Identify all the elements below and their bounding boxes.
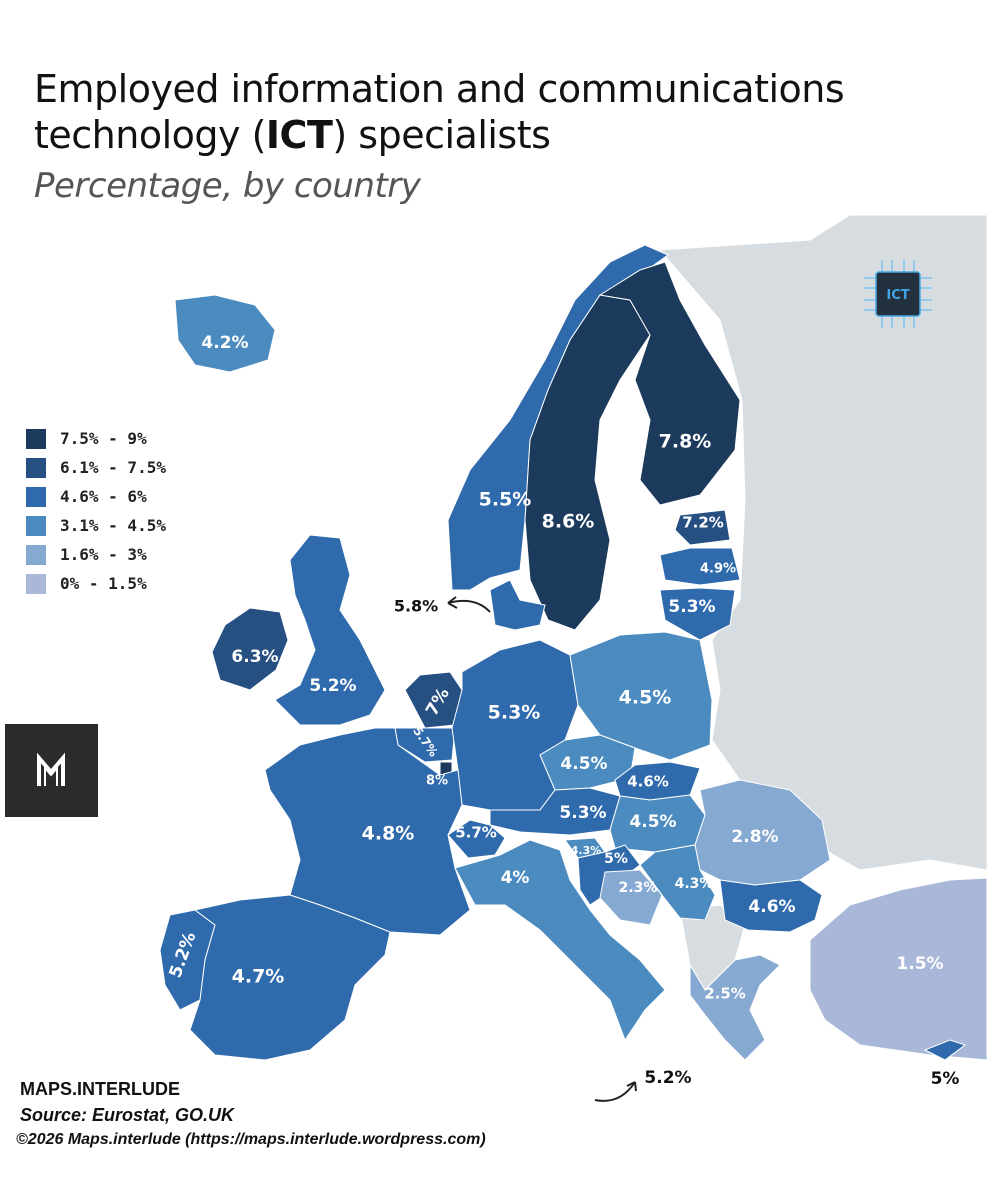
legend-item: 4.6% - 6% <box>26 482 166 511</box>
country-ireland <box>211 607 289 691</box>
country-finland <box>598 261 741 506</box>
country-estonia <box>674 509 731 546</box>
value-label-czechia: 4.5% <box>560 754 607 774</box>
country-sweden <box>524 294 651 631</box>
ict-chip-badge: ICT <box>862 258 934 330</box>
value-label-switzerland: 5.7% <box>455 824 497 842</box>
value-label-united-kingdom: 5.2% <box>309 676 356 696</box>
country-italy <box>454 839 666 1042</box>
value-label-iceland: 4.2% <box>201 333 248 353</box>
m-logo-icon <box>37 752 65 786</box>
legend-label: 6.1% - 7.5% <box>60 458 166 477</box>
value-label-germany: 5.3% <box>488 702 541 724</box>
legend-label: 7.5% - 9% <box>60 429 147 448</box>
legend-item: 6.1% - 7.5% <box>26 453 166 482</box>
legend-swatch <box>26 573 46 594</box>
russia-belarus-ukraine-land <box>658 214 987 871</box>
country-turkey <box>809 877 987 1061</box>
legend-label: 1.6% - 3% <box>60 545 147 564</box>
maps-interlude-logo <box>5 724 98 817</box>
value-label-serbia: 4.3% <box>675 876 714 892</box>
country-latvia <box>659 547 741 586</box>
title-line-2: technology (ICT) specialists <box>34 113 551 157</box>
source-credit: Source: Eurostat, GO.UK <box>20 1105 235 1125</box>
value-label-hungary: 4.5% <box>629 812 676 832</box>
value-label-bosnia-and-herzegovina: 2.3% <box>619 880 658 896</box>
legend-swatch <box>26 428 46 449</box>
country-bosnia-and-herzegovina <box>599 869 663 926</box>
legend-label: 0% - 1.5% <box>60 574 147 593</box>
value-label-norway: 5.5% <box>479 489 532 511</box>
country-denmark <box>489 579 546 631</box>
map-subtitle: Percentage, by country <box>34 166 421 206</box>
country-cyprus <box>923 1039 967 1061</box>
value-label-latvia: 4.9% <box>700 562 736 577</box>
value-label-italy: 4% <box>501 868 530 888</box>
chip-icon: ICT <box>864 260 932 328</box>
value-label-lithuania: 5.3% <box>668 597 715 617</box>
legend-swatch <box>26 486 46 507</box>
value-label-austria: 5.3% <box>559 803 606 823</box>
value-label-sweden: 8.6% <box>542 511 595 533</box>
map-title: Employed information and communications … <box>34 66 934 158</box>
value-label-denmark: 5.8% <box>394 597 438 616</box>
legend-swatch <box>26 457 46 478</box>
legend-item: 0% - 1.5% <box>26 569 166 598</box>
value-label-spain: 4.7% <box>232 966 285 988</box>
value-label-luxembourg: 8% <box>426 774 448 789</box>
value-label-finland: 7.8% <box>659 431 712 453</box>
brand-credit: MAPS.INTERLUDE <box>20 1079 181 1099</box>
value-label-romania: 2.8% <box>731 827 778 847</box>
value-label-france: 4.8% <box>362 823 415 845</box>
denmark-arrowhead <box>447 596 458 609</box>
non-data-land <box>658 214 987 991</box>
country-united-kingdom <box>274 534 386 726</box>
malta-arrowhead <box>626 1081 637 1092</box>
country-bulgaria <box>719 879 823 933</box>
country-switzerland <box>447 819 506 859</box>
country-france <box>264 727 471 936</box>
value-label-malta: 5.2% <box>644 1068 691 1088</box>
value-label-estonia: 7.2% <box>682 514 724 532</box>
value-label-ireland: 6.3% <box>231 647 278 667</box>
country-iceland <box>174 294 276 373</box>
value-label-cyprus: 5% <box>931 1069 960 1089</box>
title-line-1: Employed information and communications <box>34 67 845 111</box>
legend-item: 3.1% - 4.5% <box>26 511 166 540</box>
legend-label: 3.1% - 4.5% <box>60 516 166 535</box>
value-label-croatia: 5% <box>604 851 628 867</box>
legend-label: 4.6% - 6% <box>60 487 147 506</box>
value-label-slovenia: 4.3% <box>571 844 602 857</box>
denmark-pointer-arrow <box>447 599 491 613</box>
legend-item: 1.6% - 3% <box>26 540 166 569</box>
legend-item: 7.5% - 9% <box>26 424 166 453</box>
legend-swatch <box>26 515 46 536</box>
legend-swatch <box>26 544 46 565</box>
country-serbia <box>639 844 716 921</box>
badge-text: ICT <box>886 288 909 303</box>
country-poland <box>569 631 713 761</box>
country-romania <box>694 779 831 886</box>
value-label-greece: 2.5% <box>704 985 746 1003</box>
value-label-bulgaria: 4.6% <box>748 897 795 917</box>
country-greece <box>689 954 781 1061</box>
legend: 7.5% - 9% 6.1% - 7.5% 4.6% - 6% 3.1% - 4.5%… <box>26 424 166 598</box>
value-label-turkey: 1.5% <box>896 954 943 974</box>
malta-pointer-arrow <box>594 1081 636 1102</box>
copyright-credit: ©2026 Maps.interlude (https://maps.inter… <box>16 1131 486 1148</box>
country-lithuania <box>659 587 736 641</box>
country-spain <box>189 894 391 1061</box>
value-label-poland: 4.5% <box>619 687 672 709</box>
value-label-slovakia: 4.6% <box>627 773 669 791</box>
